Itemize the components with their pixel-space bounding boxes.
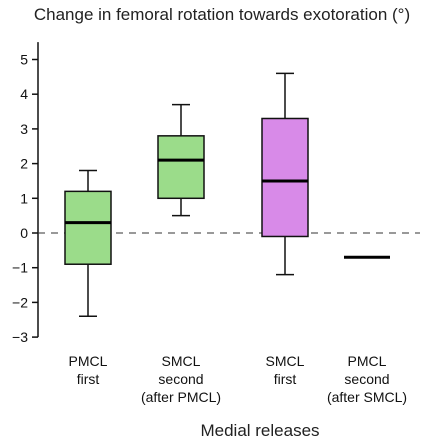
- box-iqr: [64, 190, 112, 265]
- y-tick-label: 4: [20, 86, 28, 102]
- category-label: PMCL: [348, 353, 387, 369]
- y-tick-label: 1: [20, 190, 28, 206]
- category-label: first: [77, 371, 100, 387]
- category-label: (after PMCL): [141, 389, 221, 405]
- category-label: second: [344, 371, 389, 387]
- category-label: SMCL: [266, 353, 305, 369]
- category-label: (after SMCL): [327, 389, 407, 405]
- category-label: PMCL: [69, 353, 108, 369]
- box-iqr: [157, 135, 205, 200]
- chart-title: Change in femoral rotation towards exoto…: [34, 5, 410, 24]
- y-tick-label: 0: [20, 225, 28, 241]
- category-label: SMCL: [162, 353, 201, 369]
- y-tick-label: −2: [12, 294, 28, 310]
- x-axis-label: Medial releases: [200, 421, 319, 440]
- category-label: first: [274, 371, 297, 387]
- y-tick-label: 5: [20, 52, 28, 68]
- y-tick-label: 3: [20, 121, 28, 137]
- plot-area: −3 −2 −1 0 1 2 3 4 5 PMCL first SMCL second (after PM…: [12, 42, 420, 405]
- category-label: second: [158, 371, 203, 387]
- y-tick-label: −3: [12, 329, 28, 345]
- y-tick-label: 2: [20, 156, 28, 172]
- y-tick-label: −1: [12, 260, 28, 276]
- box-iqr: [261, 117, 309, 238]
